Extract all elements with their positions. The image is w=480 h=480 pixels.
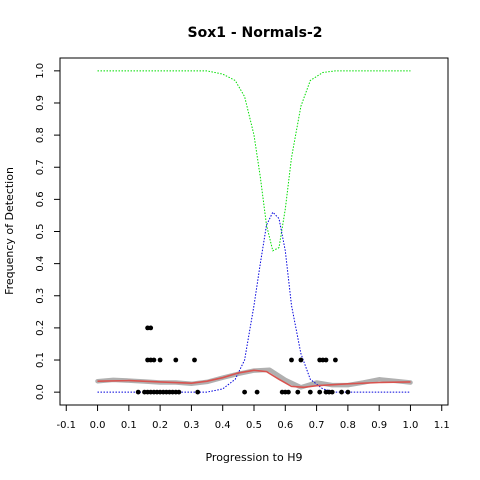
x-tick-label-1: 0.0 [90, 420, 106, 431]
data-point-40 [148, 325, 154, 331]
series-line-0 [97, 70, 411, 252]
y-tick-label-0: 0.0 [35, 384, 46, 400]
data-point-15 [254, 389, 260, 395]
series-line-1 [97, 211, 411, 393]
data-point-38 [333, 357, 338, 363]
data-point-0 [135, 389, 141, 395]
x-tick-label-0: -0.1 [57, 420, 77, 431]
x-tick-label-6: 0.5 [246, 420, 262, 431]
x-tick-label-3: 0.2 [152, 420, 168, 431]
data-point-33 [289, 357, 294, 363]
data-point-12 [176, 389, 182, 395]
data-point-20 [307, 389, 313, 395]
data-point-31 [173, 357, 179, 363]
x-tick-label-9: 0.8 [340, 420, 356, 431]
data-point-24 [329, 389, 335, 395]
x-tick-label-11: 1.0 [402, 420, 418, 431]
y-tick-label-5: 0.5 [35, 224, 46, 240]
x-tick-label-8: 0.7 [309, 420, 325, 431]
chart-title: Sox1 - Normals-2 [188, 25, 323, 41]
x-tick-label-7: 0.6 [277, 420, 293, 431]
series-layer [95, 70, 413, 393]
y-tick-label-7: 0.7 [35, 159, 46, 175]
data-point-19 [295, 389, 301, 395]
data-point-21 [317, 389, 323, 395]
x-tick-label-5: 0.4 [215, 420, 231, 431]
x-tick-label-4: 0.3 [183, 420, 199, 431]
data-point-34 [298, 357, 304, 363]
data-point-26 [345, 389, 351, 395]
data-point-18 [286, 389, 291, 395]
data-point-13 [195, 389, 201, 395]
x-tick-label-2: 0.1 [121, 420, 137, 431]
data-point-25 [339, 389, 344, 395]
y-tick-label-4: 0.4 [35, 256, 46, 272]
data-point-32 [192, 357, 197, 363]
y-tick-label-8: 0.8 [35, 127, 46, 143]
data-point-29 [151, 357, 157, 363]
x-axis: -0.1 0.0 0.1 0.2 0.3 0.4 0.5 0.6 0.7 0.8 0.9 1.0 1.1 [57, 404, 450, 431]
y-axis-label: Frequency of Detection [3, 167, 16, 295]
data-point-14 [242, 389, 248, 395]
y-tick-label-9: 0.9 [35, 95, 46, 111]
y-axis: 0.0 0.1 0.2 0.3 0.4 0.5 0.6 0.7 0.8 0.9 1.0 [35, 63, 61, 400]
points-layer [135, 325, 351, 395]
y-tick-label-10: 1.0 [35, 63, 46, 79]
x-tick-label-10: 0.9 [371, 420, 387, 431]
y-tick-label-2: 0.2 [35, 320, 46, 336]
data-point-37 [323, 357, 329, 363]
x-tick-label-12: 1.1 [434, 420, 450, 431]
series-line-2 [97, 369, 411, 389]
x-axis-label: Progression to H9 [205, 451, 302, 464]
data-point-30 [157, 357, 163, 363]
y-tick-label-1: 0.1 [35, 352, 46, 368]
y-tick-label-3: 0.3 [35, 288, 46, 304]
y-tick-label-6: 0.6 [35, 191, 46, 207]
